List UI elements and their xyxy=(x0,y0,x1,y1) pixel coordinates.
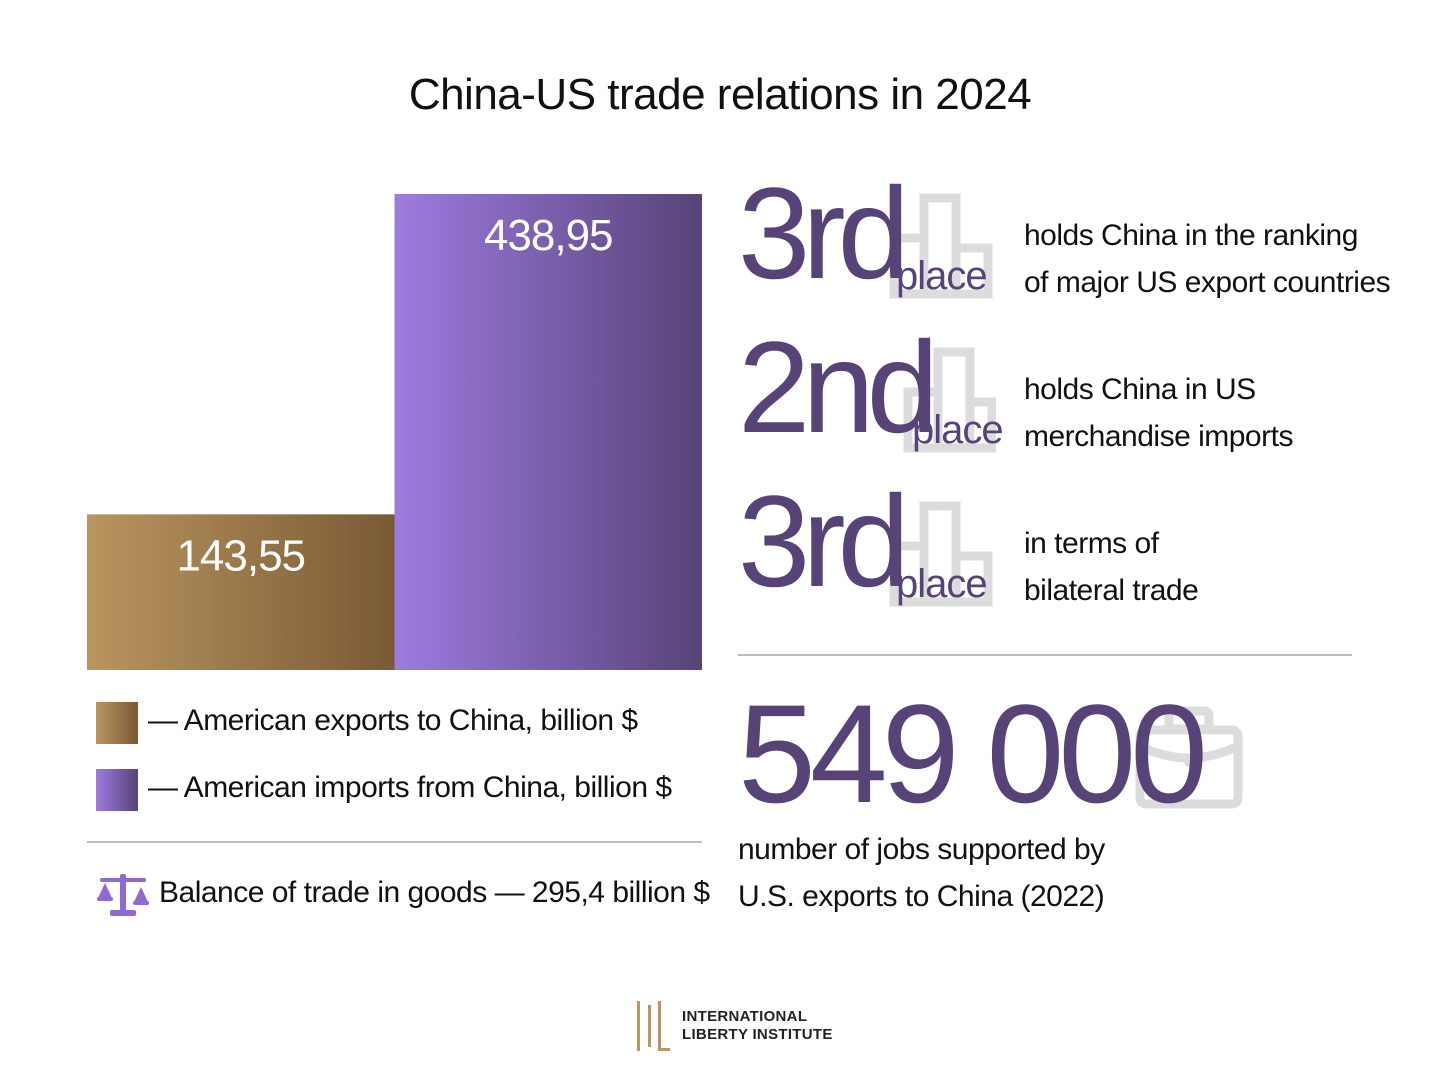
rank-number: 2nd xyxy=(738,314,939,460)
rank-description-line: bilateral trade xyxy=(1024,574,1199,607)
bar-exports xyxy=(87,514,395,670)
balance-text: Balance of trade in goods — 295,4 billio… xyxy=(159,876,710,909)
logo-text-line: INTERNATIONAL xyxy=(682,1008,808,1025)
bar-chart: 143,55 438,95 xyxy=(87,194,702,670)
institute-logo: INTERNATIONAL LIBERTY INSTITUTE xyxy=(636,1001,836,1053)
logo-text: INTERNATIONAL LIBERTY INSTITUTE xyxy=(682,1008,833,1044)
rank-description: holds China in US merchandise imports xyxy=(1024,366,1293,460)
legend-swatch-imports xyxy=(96,769,138,811)
briefcase-icon xyxy=(1135,706,1243,809)
rank-number: 3rd xyxy=(738,468,910,614)
rank-description: holds China in the ranking of major US e… xyxy=(1024,212,1391,306)
rank-description-line: holds China in the ranking xyxy=(1024,219,1358,252)
logo-text-line: LIBERTY INSTITUTE xyxy=(682,1026,833,1043)
rank-description: in terms of bilateral trade xyxy=(1024,520,1199,614)
bar-value-label-imports: 438,95 xyxy=(484,211,613,260)
jobs-description-line: number of jobs supported by xyxy=(738,833,1105,866)
ranking-export-countries: 3rd place holds China in the ranking of … xyxy=(738,168,1438,320)
rank-description-line: holds China in US xyxy=(1024,373,1256,406)
rank-place-label: place xyxy=(896,254,988,298)
bar-chart-icon xyxy=(903,347,996,453)
ranking-merchandise-imports: 2nd place holds China in US merchandise … xyxy=(738,322,1438,474)
legend-label-imports: — American imports from China, billion $ xyxy=(148,771,672,804)
right-divider xyxy=(738,654,1352,656)
rank-description-line: in terms of xyxy=(1024,527,1159,560)
bar-value-label-exports: 143,55 xyxy=(176,531,305,580)
rank-description-line: of major US export countries xyxy=(1024,266,1391,299)
rank-place-label: place xyxy=(896,562,988,606)
page-title: China-US trade relations in 2024 xyxy=(408,70,1032,119)
left-divider xyxy=(87,841,702,843)
jobs-number: 549 000 xyxy=(738,675,1208,832)
legend-swatch-exports xyxy=(96,702,138,744)
balance-scale-icon xyxy=(97,874,149,916)
bar-imports xyxy=(394,194,702,670)
ranking-bilateral-trade: 3rd place in terms of bilateral trade xyxy=(738,476,1438,628)
jobs-description-line: U.S. exports to China (2022) xyxy=(738,880,1105,913)
bar-chart-icon xyxy=(889,501,993,607)
bar-chart-icon xyxy=(889,193,993,299)
rank-place-label: place xyxy=(912,408,1004,452)
legend-label-exports: — American exports to China, billion $ xyxy=(148,704,638,737)
rank-description-line: merchandise imports xyxy=(1024,420,1293,453)
jobs-description: number of jobs supported by U.S. exports… xyxy=(738,826,1105,920)
rank-number: 3rd xyxy=(738,160,910,306)
logo-mark-icon xyxy=(637,1001,670,1051)
